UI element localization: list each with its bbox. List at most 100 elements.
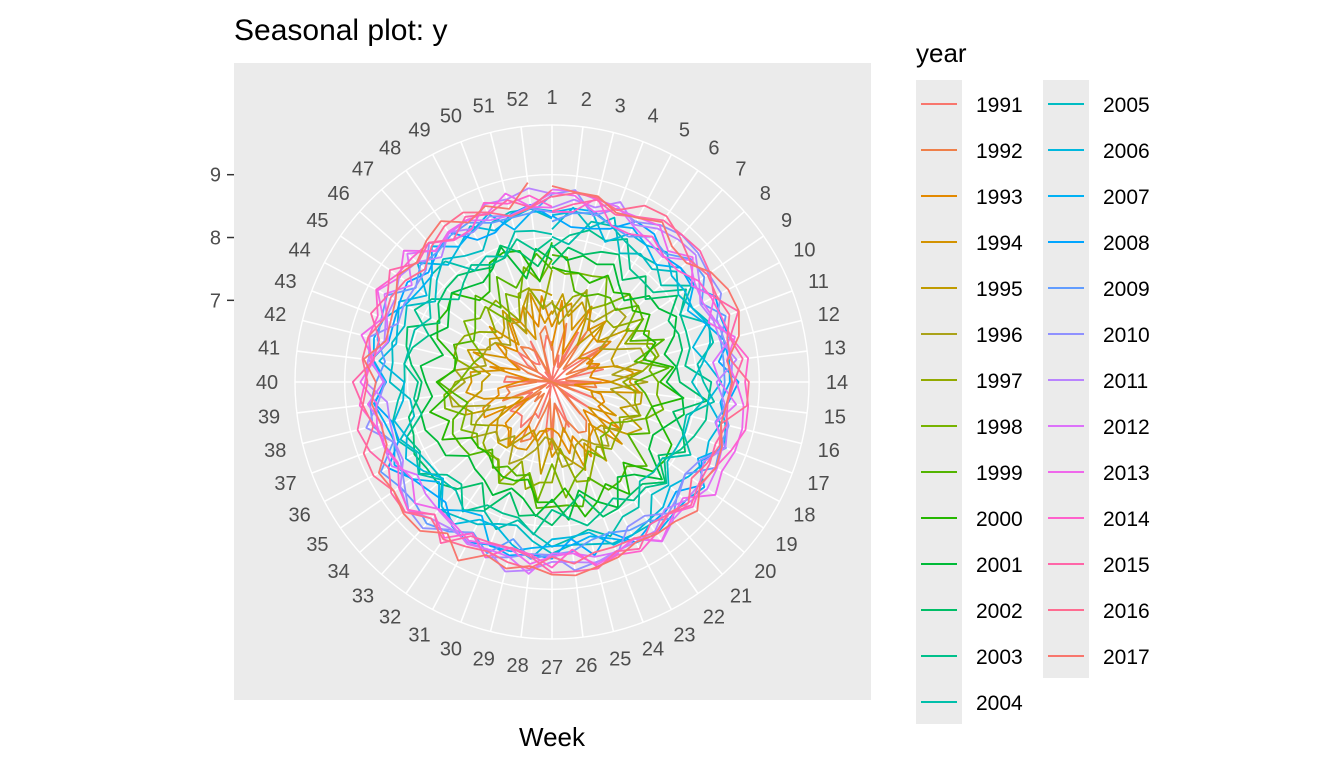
grid-spoke-42 (302, 319, 553, 383)
grid-spoke-34 (359, 381, 553, 554)
week-label-4: 4 (647, 106, 658, 128)
y-tick-label-7: 7 (210, 290, 221, 312)
legend-label-2010: 2010 (1103, 324, 1150, 347)
series-line-1999 (437, 252, 670, 509)
chart-title: Seasonal plot: y (234, 14, 447, 47)
week-label-40: 40 (256, 372, 278, 394)
legend-label-2005: 2005 (1103, 94, 1150, 117)
grid-spoke-50 (460, 141, 553, 383)
grid-spoke-4 (551, 141, 644, 383)
week-label-38: 38 (264, 440, 286, 462)
week-label-22: 22 (703, 607, 725, 629)
week-label-32: 32 (379, 607, 401, 629)
week-label-10: 10 (793, 240, 815, 262)
legend-label-2001: 2001 (976, 554, 1023, 577)
grid-spoke-13 (551, 350, 808, 383)
week-label-51: 51 (473, 95, 495, 117)
week-label-18: 18 (793, 504, 815, 526)
week-label-33: 33 (352, 585, 374, 607)
week-label-39: 39 (258, 406, 280, 428)
legend-label-1999: 1999 (976, 462, 1023, 485)
legend-label-2009: 2009 (1103, 278, 1150, 301)
grid-spoke-2 (551, 126, 584, 383)
week-label-49: 49 (408, 120, 430, 142)
week-label-31: 31 (408, 624, 430, 646)
week-label-2: 2 (581, 89, 592, 111)
legend-label-1994: 1994 (976, 232, 1023, 255)
week-label-27: 27 (541, 657, 563, 679)
y-axis-ticks: 7 8 9 (210, 165, 234, 312)
week-label-1: 1 (546, 87, 557, 109)
y-tick-label-9: 9 (210, 165, 221, 187)
week-label-16: 16 (818, 440, 840, 462)
legend-label-2017: 2017 (1103, 646, 1150, 669)
week-label-6: 6 (708, 137, 719, 159)
series-line-1993 (482, 295, 621, 458)
week-label-9: 9 (781, 210, 792, 232)
series-line-1992 (502, 322, 608, 451)
legend-label-2000: 2000 (976, 508, 1023, 531)
grid-spoke-23 (551, 381, 673, 610)
series-line-2003 (403, 229, 713, 536)
legend-label-1996: 1996 (976, 324, 1023, 347)
series-line-1994 (465, 292, 641, 467)
legend-label-1998: 1998 (976, 416, 1023, 439)
week-label-21: 21 (730, 585, 752, 607)
legend: 1991 1992 1993 1994 1995 1996 1997 1998 1999 2000… (921, 94, 1150, 715)
legend-label-2016: 2016 (1103, 600, 1150, 623)
grid-spoke-32 (405, 381, 553, 594)
week-label-42: 42 (264, 304, 286, 326)
week-label-50: 50 (440, 106, 462, 128)
week-label-3: 3 (615, 95, 626, 117)
legend-label-2002: 2002 (976, 600, 1023, 623)
legend-label-2014: 2014 (1103, 508, 1150, 531)
grid-spoke-22 (551, 381, 699, 594)
legend-label-2008: 2008 (1103, 232, 1150, 255)
week-label-8: 8 (760, 183, 771, 205)
week-label-43: 43 (274, 271, 296, 293)
week-label-36: 36 (289, 504, 311, 526)
week-label-29: 29 (473, 649, 495, 671)
legend-label-1997: 1997 (976, 370, 1023, 393)
legend-label-2007: 2007 (1103, 186, 1150, 209)
week-label-34: 34 (328, 561, 350, 583)
week-label-28: 28 (507, 655, 529, 677)
series-line-2012 (367, 188, 737, 575)
series-line-2007 (372, 207, 731, 553)
series-line-2010 (365, 189, 733, 572)
series-layer (351, 182, 750, 577)
legend-key-column-1 (916, 80, 962, 724)
week-labels: 1 2 3 4567891011121314151617181920212223242… (256, 87, 848, 679)
week-label-48: 48 (379, 137, 401, 159)
week-label-17: 17 (807, 473, 829, 495)
grid-spoke-43 (311, 290, 553, 383)
legend-label-1991: 1991 (976, 94, 1023, 117)
grid-spoke-33 (380, 381, 553, 575)
week-label-12: 12 (818, 304, 840, 326)
legend-label-2013: 2013 (1103, 462, 1150, 485)
week-label-26: 26 (575, 655, 597, 677)
week-label-7: 7 (735, 159, 746, 181)
week-label-46: 46 (328, 183, 350, 205)
series-line-2017 (362, 182, 740, 577)
week-label-47: 47 (352, 159, 374, 181)
series-line-1998 (443, 259, 665, 502)
week-label-5: 5 (679, 120, 690, 142)
legend-label-2004: 2004 (976, 692, 1023, 715)
week-label-11: 11 (808, 271, 829, 293)
grid-spoke-45 (340, 235, 553, 383)
week-label-23: 23 (673, 624, 695, 646)
legend-label-2012: 2012 (1103, 416, 1150, 439)
y-tick-label-8: 8 (210, 228, 221, 250)
week-label-25: 25 (609, 649, 631, 671)
legend-label-1993: 1993 (976, 186, 1023, 209)
series-line-1996 (448, 287, 649, 468)
grid-spoke-30 (460, 381, 553, 623)
legend-title: year (916, 38, 967, 68)
week-label-13: 13 (824, 338, 846, 360)
week-label-15: 15 (824, 406, 846, 428)
legend-label-2015: 2015 (1103, 554, 1150, 577)
legend-label-1992: 1992 (976, 140, 1023, 163)
x-axis-title: Week (519, 722, 586, 752)
